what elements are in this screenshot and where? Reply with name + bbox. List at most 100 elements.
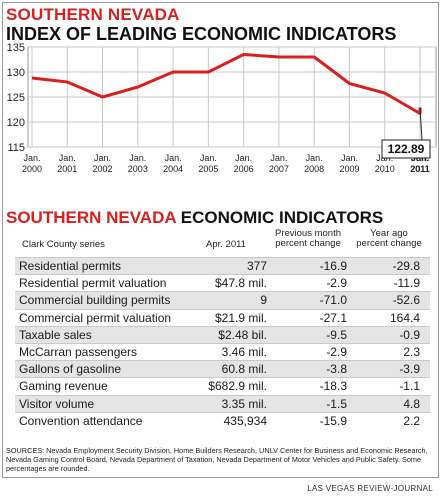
series-cell: Convention attendance [15,411,197,429]
year-ago-cell: -0.9 [351,325,430,344]
x-tick-label-month: Jan. [235,153,252,163]
amount-cell: 435,934 [197,411,271,429]
prev-month-cell: -2.9 [271,274,351,292]
series-cell: Gallons of gasoline [15,360,197,378]
series-cell: McCarran passengers [15,342,197,361]
sources-note: SOURCES: Nevada Employment Security Divi… [6,446,428,473]
series-cell: Residential permits [15,256,197,275]
col-header-prev-line1: Previous month [274,228,341,239]
col-header-prev-line2: percent change [275,238,341,249]
table-row: Gallons of gasoline 60.8 mil. -3.8 -3.9 [15,360,430,378]
y-tick-label: 120 [7,117,25,129]
prev-month-cell: -2.9 [271,342,351,361]
x-tick-label-year: 2006 [234,164,254,174]
y-tick-label: 125 [7,92,25,104]
amount-cell: 3.46 mil. [197,342,271,361]
prev-month-cell: -16.9 [271,256,351,275]
y-tick-label: 115 [7,142,25,154]
year-ago-cell: -3.9 [351,360,430,378]
prev-month-cell: -9.5 [271,325,351,344]
y-tick-label: 130 [7,67,25,79]
table-row: Gaming revenue $682.9 mil. -18.3 -1.1 [15,377,430,395]
year-ago-cell: 2.3 [351,342,430,361]
x-tick-label-month: Jan. [306,153,323,163]
series-cell: Taxable sales [15,325,197,344]
year-ago-cell: 2.2 [351,411,430,429]
amount-cell: 377 [197,256,271,275]
indicators-table: Residential permits 377 -16.9 -29.8 Resident… [15,256,430,429]
x-tick-label-month: Jan. [129,153,146,163]
year-ago-cell: -11.9 [351,274,430,292]
table-row: Residential permits 377 -16.9 -29.8 [15,256,430,275]
x-tick-label-month: Jan. [165,153,182,163]
amount-cell: $47.8 mil. [197,274,271,292]
x-tick-label-year: 2011 [410,164,429,174]
x-tick-label-year: 2000 [22,164,42,174]
amount-cell: $682.9 mil. [197,377,271,395]
x-tick-label-year: 2002 [93,164,113,174]
x-tick-label-month: Jan. [23,153,40,163]
x-tick-label-month: Jan. [200,153,217,163]
col-header-series: Clark County series [22,239,105,250]
series-cell: Gaming revenue [15,377,197,395]
table-row: Visitor volume 3.35 mil. -1.5 4.8 [15,394,430,413]
year-ago-cell: -52.6 [351,291,430,310]
table-row: Convention attendance 435,934 -15.9 2.2 [15,411,430,429]
x-tick-label-year: 2003 [128,164,148,174]
callout-leader [419,107,423,141]
amount-cell: 3.35 mil. [197,394,271,413]
series-cell: Commercial permit valuation [15,308,197,327]
index-series-line [31,53,422,115]
x-tick-label-year: 2008 [304,164,324,174]
table-title-region: SOUTHERN NEVADA [6,208,177,227]
table-row: Taxable sales $2.48 bil. -9.5 -0.9 [15,325,430,344]
year-ago-cell: -29.8 [351,256,430,275]
amount-cell: 60.8 mil. [197,360,271,378]
table-row: McCarran passengers 3.46 mil. -2.9 2.3 [15,342,430,361]
col-header-year-line2: percent change [356,238,422,249]
col-header-year-line1: Year ago [370,228,408,239]
year-ago-cell: 164.4 [351,308,430,327]
index-line-chart: 115120125130135Jan.2000Jan.2001Jan.2002J… [7,42,437,174]
year-ago-cell: -1.1 [351,377,430,395]
prev-month-cell: -1.5 [271,394,351,413]
graphic-frame [2,2,439,478]
x-tick-label-month: Jan. [59,153,76,163]
x-tick-label-month: Jan. [270,153,287,163]
callout-value-label: 122.89 [388,142,425,156]
credit-line: LAS VEGAS REVIEW-JOURNAL [307,484,433,493]
x-tick-label-year: 2010 [375,164,395,174]
table-row: Commercial permit valuation $21.9 mil. -27… [15,308,430,327]
chart-region-title: SOUTHERN NEVADA [6,5,180,24]
x-tick-label-year: 2009 [339,164,359,174]
x-tick-label-year: 2001 [57,164,77,174]
prev-month-cell: -3.8 [271,360,351,378]
amount-cell: $2.48 bil. [197,325,271,344]
x-tick-label-year: 2011 [410,164,430,174]
prev-month-cell: -71.0 [271,291,351,310]
x-tick-label-year: 2007 [269,164,289,174]
chart-title: INDEX OF LEADING ECONOMIC INDICATORS [6,24,397,44]
y-tick-label: 135 [7,42,25,54]
amount-cell: $21.9 mil. [197,308,271,327]
table-row: Commercial building permits 9 -71.0 -52.6 [15,291,430,310]
series-cell: Visitor volume [15,394,197,413]
callout-box [381,139,431,159]
x-tick-label-month: Jan. [341,153,358,163]
table-title: SOUTHERN NEVADA ECONOMIC INDICATORS [6,208,383,228]
x-tick-label-year: 2004 [163,164,183,174]
table-title-main: ECONOMIC INDICATORS [180,208,384,227]
col-header-year-ago: Year ago percent change [354,229,424,249]
series-cell: Residential permit valuation [15,274,197,292]
col-header-prev-month: Previous month percent change [268,229,348,249]
x-tick-label-month: Jan. [94,153,111,163]
x-tick-label-year: 2005 [198,164,218,174]
col-header-amount: Apr. 2011 [206,239,246,250]
table-row: Residential permit valuation $47.8 mil. -2… [15,274,430,292]
year-ago-cell: 4.8 [351,394,430,413]
prev-month-cell: -18.3 [271,377,351,395]
amount-cell: 9 [197,291,271,310]
series-cell: Commercial building permits [15,291,197,310]
prev-month-cell: -27.1 [271,308,351,327]
prev-month-cell: -15.9 [271,411,351,429]
